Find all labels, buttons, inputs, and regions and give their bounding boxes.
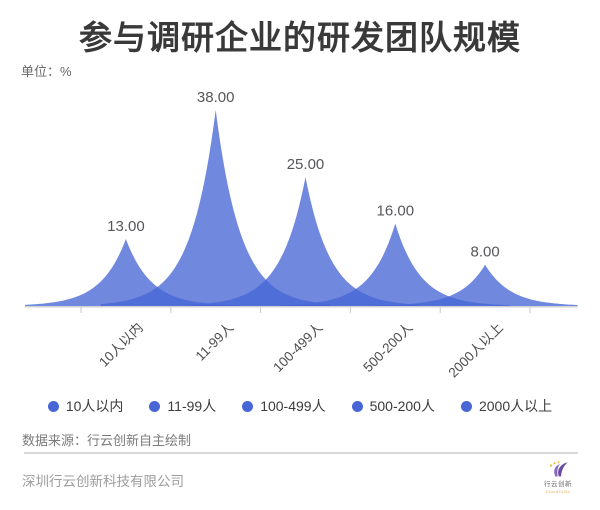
value-label: 8.00: [470, 244, 499, 261]
legend-dot-icon: [242, 400, 254, 412]
legend-label: 10人以内: [65, 398, 124, 414]
value-label: 38.00: [197, 89, 235, 106]
legend-dot-icon: [351, 400, 363, 412]
company-name: 深圳行云创新科技有限公司: [22, 474, 184, 489]
legend-item[interactable]: 2000人以上: [460, 396, 553, 416]
peak-area: [100, 110, 331, 306]
data-source-note: 数据来源：行云创新自主绘制: [22, 433, 192, 448]
peak-area: [370, 264, 578, 306]
chart-legend: 10人以内 11-99人 100-499人 500-200人 2000人以上: [0, 396, 600, 416]
value-label: 16.00: [377, 202, 415, 219]
footer-divider: [24, 452, 578, 454]
unit-label: 单位：%: [21, 64, 72, 79]
value-label: 13.00: [107, 218, 145, 235]
x-axis-label: 500-200人: [360, 319, 416, 376]
x-axis-labels: 10人以内 11-99人 100-499人 500-200人 2000人以上: [0, 317, 600, 395]
legend-dot-icon: [149, 400, 161, 412]
legend-dot-icon: [47, 400, 59, 412]
value-label: 25.00: [287, 156, 325, 173]
legend-item[interactable]: 500-200人: [351, 396, 435, 416]
logo-tagline: CloudToGo: [545, 488, 571, 494]
legend-label: 100-499人: [260, 398, 326, 414]
legend-label: 2000人以上: [478, 398, 553, 414]
x-axis-label: 10人以内: [96, 319, 147, 370]
peak-area: [25, 238, 241, 306]
x-axis-label: 100-499人: [270, 319, 326, 376]
peak-area-chart: 13.00 38.00 25.00 16.00 8.00: [25, 89, 578, 313]
legend-item[interactable]: 100-499人: [242, 396, 326, 416]
x-axis-label: 11-99人: [192, 319, 237, 364]
peak-area: [280, 223, 511, 306]
logo-name: 行云创新: [544, 481, 572, 488]
legend-item[interactable]: 11-99人: [149, 396, 216, 416]
legend-item[interactable]: 10人以内: [47, 396, 124, 416]
peak-area: [190, 177, 421, 306]
page-title: 参与调研企业的研发团队规模: [79, 19, 521, 56]
x-axis-label: 2000人以上: [445, 319, 506, 381]
logo-swoosh-icon: [549, 461, 568, 477]
legend-label: 500-200人: [369, 398, 435, 414]
legend-dot-icon: [460, 400, 472, 412]
company-logo: 行云创新 CloudToGo: [532, 461, 584, 494]
legend-label: 11-99人: [167, 398, 217, 414]
